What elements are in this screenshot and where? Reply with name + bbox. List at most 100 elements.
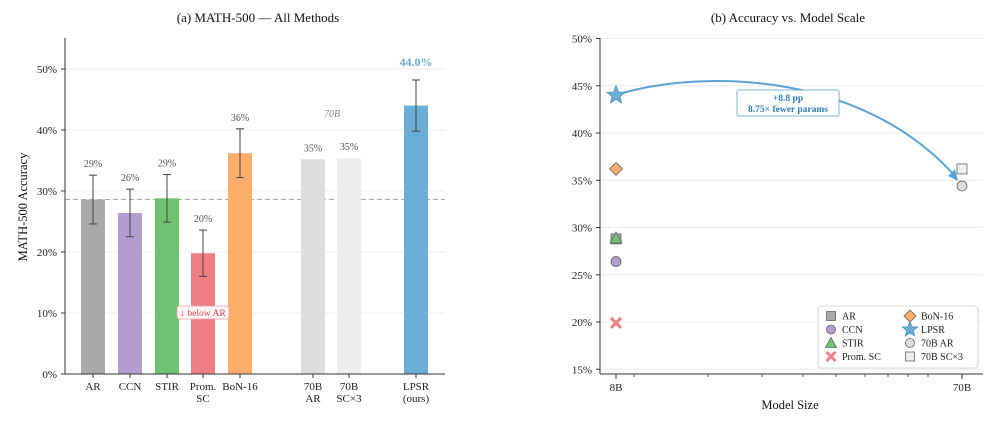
x-tick-label: 70B AR — [304, 381, 322, 405]
value-label: 26% — [121, 173, 139, 184]
legend-marker — [826, 311, 836, 321]
panel-b-y-ticks: 15% 20% 25% 30% 35% 40% 45% 50% — [572, 34, 600, 376]
y-tick-label: 10% — [37, 308, 57, 320]
x-tick-label: 70B — [953, 382, 971, 394]
value-label: 44.0% — [400, 55, 433, 69]
y-tick-label: 50% — [37, 64, 57, 76]
scatter-point — [605, 84, 627, 104]
x-tick-line: SC×3 — [336, 393, 362, 405]
y-tick-label: 30% — [572, 223, 592, 235]
scatter-point — [956, 163, 968, 175]
x-tick-line: AR — [305, 393, 321, 405]
x-tick-line: BoN-16 — [222, 381, 258, 393]
legend-label: AR — [842, 312, 856, 323]
y-tick-label: 30% — [37, 186, 57, 198]
x-tick-line: AR — [85, 381, 101, 393]
legend-label: 70B AR — [921, 339, 954, 350]
legend-marker — [905, 338, 915, 348]
x-tick-label: 70B SC×3 — [336, 381, 362, 405]
legend-marker — [905, 351, 915, 362]
panel-a-y-axis-label: MATH-500 Accuracy — [16, 152, 30, 261]
value-label: 29% — [158, 159, 176, 170]
legend-label: BoN-16 — [921, 312, 953, 323]
x-tick-line: CCN — [119, 381, 142, 393]
x-tick-label: CCN — [119, 381, 142, 393]
value-label: 35% — [304, 143, 322, 154]
value-label: 35% — [340, 142, 358, 153]
panel-b-annotation: +8.8 pp 8.75× fewer params — [736, 89, 840, 117]
y-tick-label: 25% — [572, 270, 592, 282]
legend-label: 70B SC×3 — [921, 352, 963, 363]
x-tick-line: (ours) — [403, 393, 430, 405]
legend-marker — [825, 350, 837, 363]
bar — [118, 212, 142, 374]
bar — [404, 105, 428, 374]
panel-b-x-axis-label: Model Size — [761, 398, 819, 412]
bar — [81, 199, 105, 374]
x-tick-line: 70B — [340, 381, 358, 393]
legend-label: Prom. SC — [842, 352, 881, 363]
y-tick-label: 40% — [572, 128, 592, 140]
panel-b: (b) Accuracy vs. Model Scale 15% 20% 25% 30… — [572, 10, 983, 412]
value-label: 29% — [84, 159, 102, 170]
x-tick-line: SC — [196, 393, 209, 405]
panel-a: (a) MATH-500 — All Methods MATH-500 Accu… — [16, 10, 445, 405]
panel-b-arrow — [618, 80, 958, 181]
panel-a-value-labels: 29% 26% 29% 20% 36% 35% 35% 44.0% — [84, 55, 433, 225]
panel-a-below-note: ↓ below AR — [176, 305, 230, 320]
legend-label: LPSR — [921, 325, 945, 336]
legend-marker — [901, 320, 919, 337]
x-tick-label: LPSR (ours) — [403, 381, 430, 405]
legend-label: CCN — [842, 325, 863, 336]
panel-a-error-bars — [89, 79, 420, 277]
y-tick-label: 50% — [572, 34, 592, 46]
legend-box — [817, 305, 979, 369]
legend-marker — [826, 324, 836, 335]
y-tick-label: 20% — [572, 317, 592, 329]
y-tick-label: 45% — [572, 81, 592, 93]
x-tick-label: STIR — [155, 381, 180, 393]
x-tick-label: 8B — [610, 382, 623, 394]
annotation-line-1: +8.8 pp — [773, 94, 803, 104]
y-tick-label: 40% — [37, 125, 57, 137]
panel-b-points — [605, 84, 968, 330]
below-note-text: ↓ below AR — [180, 309, 226, 319]
panel-b-title: (b) Accuracy vs. Model Scale — [711, 10, 865, 25]
x-tick-line: LPSR — [403, 381, 430, 393]
x-stroke — [825, 350, 837, 363]
scatter-point — [609, 316, 623, 330]
panel-a-title: (a) MATH-500 — All Methods — [177, 10, 340, 25]
bar — [155, 198, 179, 374]
panel-b-x-ticks: 8B 70B — [610, 374, 971, 394]
scatter-point — [609, 231, 623, 244]
annotation-box — [736, 89, 840, 117]
x-tick-line: Prom. — [190, 381, 217, 393]
y-tick-label: 15% — [572, 364, 592, 376]
bar — [337, 158, 361, 374]
y-tick-label: 35% — [572, 175, 592, 187]
panel-a-axes — [64, 38, 445, 375]
panel-b-axes — [599, 38, 983, 375]
x-tick-label: Prom. SC — [190, 381, 217, 405]
panel-b-grid — [600, 38, 983, 370]
x-stroke — [609, 316, 623, 330]
bar — [228, 153, 252, 374]
panel-b-legend: AR CCN STIR Prom. SC BoN-16 LPSR 70B AR 70B SC×… — [817, 305, 979, 369]
legend-marker — [824, 336, 838, 348]
x-tick-label: BoN-16 — [222, 381, 258, 393]
x-tick-line: 70B — [304, 381, 322, 393]
annotation-line-2: 8.75× fewer params — [748, 105, 828, 115]
value-label: 20% — [194, 214, 212, 225]
x-tick-line: STIR — [155, 381, 180, 393]
scatter-point — [610, 256, 622, 267]
arrow-curve — [618, 80, 956, 177]
y-tick-label: 0% — [42, 369, 57, 381]
legend-label: STIR — [842, 339, 864, 350]
scatter-point — [956, 180, 968, 192]
y-tick-label: 20% — [37, 247, 57, 259]
x-tick-label: AR — [85, 381, 101, 393]
panel-a-y-ticks: 0% 10% 20% 30% 40% 50% — [37, 64, 65, 381]
